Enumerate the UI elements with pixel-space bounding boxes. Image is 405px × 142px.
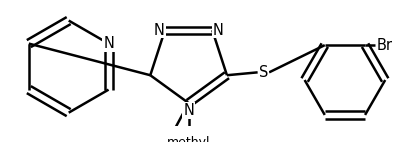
Text: S: S (258, 65, 267, 80)
Text: N: N (183, 103, 194, 118)
Text: methyl: methyl (166, 136, 210, 142)
Text: Br: Br (376, 38, 392, 53)
Text: N: N (153, 23, 164, 38)
Text: N: N (103, 36, 114, 51)
Text: N: N (212, 23, 223, 38)
